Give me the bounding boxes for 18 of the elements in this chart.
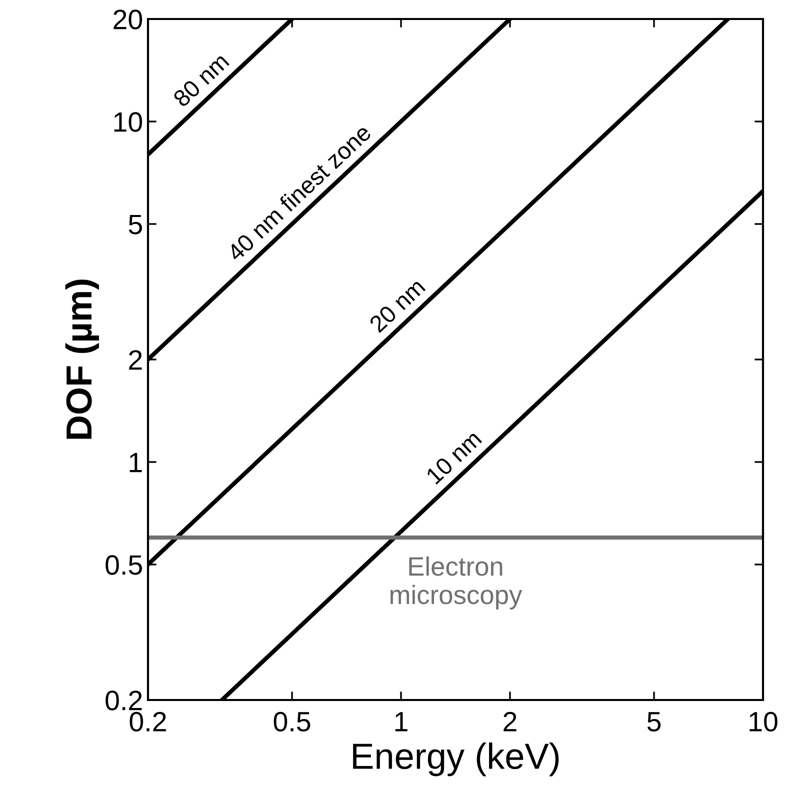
text: 10 nm [425,430,482,485]
x-tick-label: 5 [647,712,661,732]
x-tick-label: 10 [750,712,778,732]
y-tick-label: 0.5 [106,555,142,575]
y-tick-label: 2 [129,350,142,370]
text: 20 nm [368,278,426,334]
y-tick-label: 0.2 [106,690,142,710]
y-tick-label: 5 [128,214,142,234]
y-tick-label: 1 [130,452,142,472]
y-tick-label: 10 [114,112,142,132]
ref-line-label: Electron microscopy [390,556,522,610]
y-axis-title: DOF (µm) [65,280,99,439]
x-axis-title: Energy (keV) [353,742,559,776]
x-tick-label: 1 [395,712,408,732]
y-tick-label: 20 [114,10,142,30]
x-tick-label: 0.5 [274,712,310,732]
x-tick-label: 2 [504,712,516,732]
text: 80 nm [172,52,230,108]
